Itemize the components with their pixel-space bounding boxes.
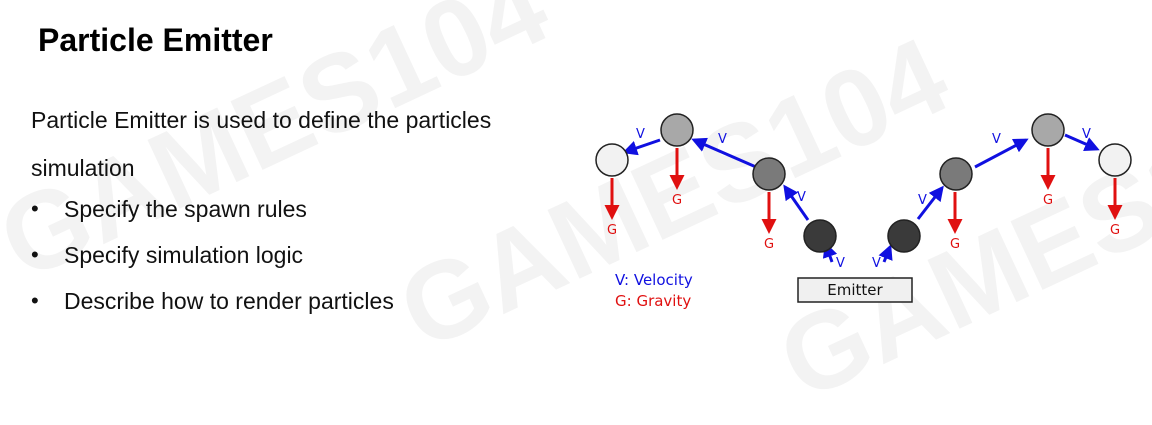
emitter-box <box>797 277 913 303</box>
velocity-label: V <box>636 127 645 142</box>
bullet-text: Specify simulation logic <box>64 242 304 268</box>
gravity-label: G <box>672 193 682 208</box>
gravity-arrows <box>604 148 1123 234</box>
velocity-label: V <box>797 190 806 205</box>
particle-circle <box>803 219 837 253</box>
particle-circle <box>752 157 786 191</box>
gravity-label: G <box>764 237 774 252</box>
velocity-arrow <box>622 138 661 156</box>
bullet-text: Specify the spawn rules <box>64 196 307 222</box>
bullet-dot-icon: • <box>31 196 39 221</box>
particle-circle <box>1031 113 1065 147</box>
velocity-arrows <box>622 133 1100 263</box>
bullet-text: Describe how to render particles <box>64 288 394 314</box>
legend-gravity: G: Gravity <box>615 292 691 310</box>
velocity-arrow <box>974 138 1029 169</box>
particle-circle <box>1098 143 1132 177</box>
gravity-label: G <box>950 237 960 252</box>
particle-circle <box>660 113 694 147</box>
velocity-label: V <box>992 132 1001 147</box>
bullet-item: • Describe how to render particles <box>31 278 394 324</box>
velocity-label: V <box>918 193 927 208</box>
velocity-label: V <box>718 132 727 147</box>
emitter-diagram: V V V V V V V V G G G G G G Emitter V: V… <box>595 113 1132 310</box>
gravity-label: G <box>607 223 617 238</box>
emitter-label: Emitter <box>827 281 883 299</box>
velocity-arrow <box>1064 133 1100 152</box>
bullet-dot-icon: • <box>31 288 39 313</box>
legend-velocity: V: Velocity <box>615 271 693 289</box>
bullet-list: • Specify the spawn rules • Specify simula… <box>31 186 394 324</box>
velocity-arrow <box>691 137 757 169</box>
velocity-label: V <box>836 256 845 271</box>
bullet-item: • Specify simulation logic <box>31 232 394 278</box>
bullet-dot-icon: • <box>31 242 39 267</box>
velocity-label: V <box>872 256 881 271</box>
intro-text: Particle Emitter is used to define the p… <box>31 107 492 181</box>
velocity-arrow <box>878 244 893 263</box>
slide-title: Particle Emitter <box>38 22 273 58</box>
particle-circle <box>887 219 921 253</box>
particle-circle <box>939 157 973 191</box>
gravity-label: G <box>1110 223 1120 238</box>
bullet-item: • Specify the spawn rules <box>31 186 394 232</box>
velocity-arrow <box>916 185 944 220</box>
gravity-label: G <box>1043 193 1053 208</box>
velocity-label: V <box>1082 127 1091 142</box>
particle-circle <box>595 143 629 177</box>
velocity-arrow <box>783 184 810 221</box>
